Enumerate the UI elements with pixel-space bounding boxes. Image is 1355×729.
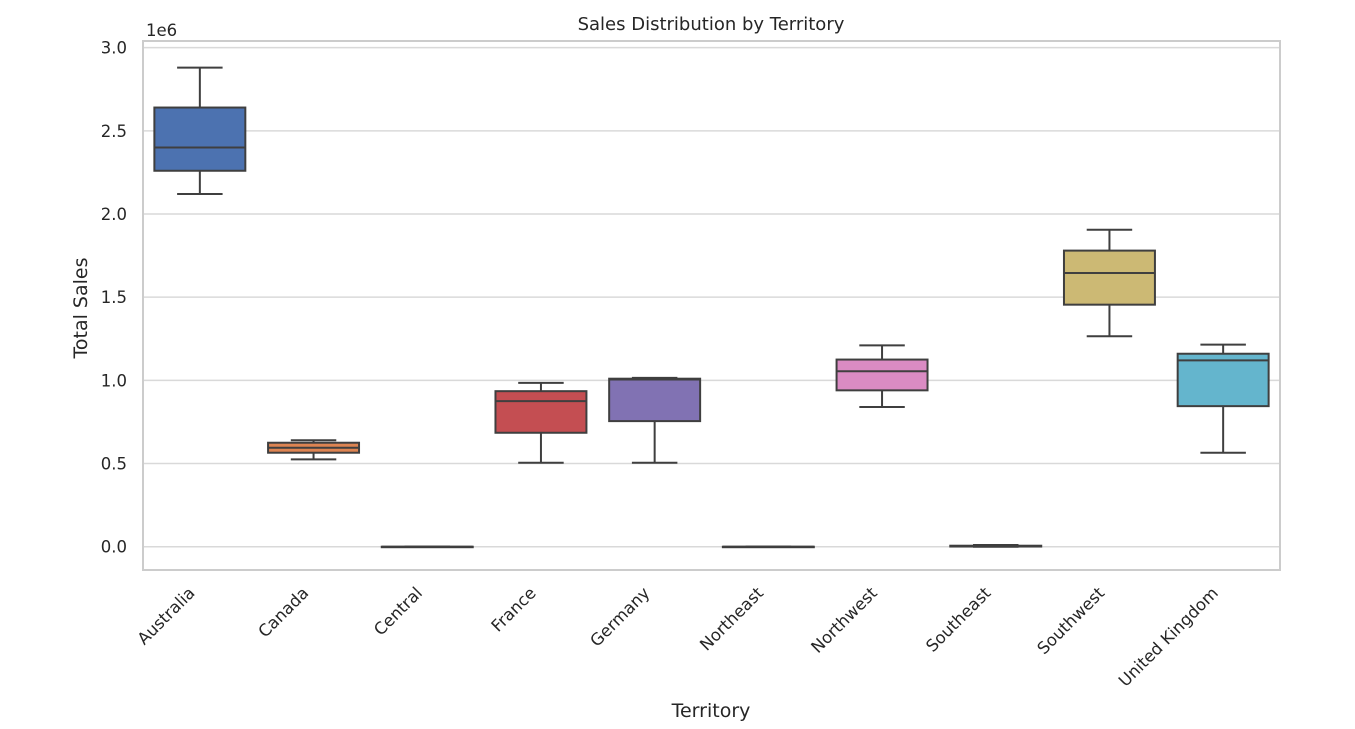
x-tick-label: Australia: [134, 583, 199, 648]
box-southeast: [949, 544, 1043, 548]
box-central: [380, 545, 474, 549]
y-tick-label: 3.0: [101, 39, 127, 58]
box-united-kingdom: [1176, 343, 1270, 454]
plot-frame: [142, 40, 1281, 571]
gridlines: [143, 46, 1280, 548]
x-tick-label: Germany: [586, 583, 653, 650]
y-tick-labels: 0.0 0.5 1.0 1.5 2.0 2.5 3.0: [101, 39, 127, 557]
y-tick-label: 1.0: [101, 371, 127, 390]
x-tick-label: United Kingdom: [1115, 583, 1222, 690]
y-axis-offset-label: 1e6: [146, 21, 177, 40]
y-tick-label: 2.5: [101, 122, 127, 141]
box-iqr: [1176, 352, 1270, 408]
x-tick-label: Northwest: [807, 583, 881, 657]
x-tick-label: Southwest: [1034, 583, 1109, 658]
y-axis-label: Total Sales: [70, 258, 92, 360]
y-tick-label: 0.0: [101, 538, 127, 557]
box-northeast: [721, 545, 815, 549]
y-tick-label: 0.5: [101, 455, 127, 474]
box-germany: [608, 376, 702, 464]
box-iqr: [1062, 249, 1156, 306]
x-tick-labels: Australia Canada Central France Germany North…: [134, 583, 1222, 690]
x-tick-label: Canada: [255, 583, 313, 641]
boxes: [153, 66, 1270, 549]
chart-title: Sales Distribution by Territory: [578, 14, 845, 35]
box-iqr: [153, 106, 247, 172]
box-iqr: [494, 390, 588, 434]
box-australia: [153, 66, 247, 196]
x-tick-label: Central: [370, 583, 426, 639]
box-france: [494, 381, 588, 464]
x-axis-label: Territory: [671, 700, 751, 722]
x-tick-label: Northeast: [696, 583, 767, 654]
x-tick-label: France: [488, 583, 540, 635]
y-tick-label: 2.0: [101, 205, 127, 224]
box-northwest: [835, 344, 929, 408]
box-iqr: [835, 358, 929, 392]
box-canada: [267, 439, 361, 461]
box-iqr: [608, 377, 702, 423]
x-tick-label: Southeast: [922, 583, 995, 656]
box-southwest: [1062, 228, 1156, 338]
y-tick-label: 1.5: [101, 288, 127, 307]
